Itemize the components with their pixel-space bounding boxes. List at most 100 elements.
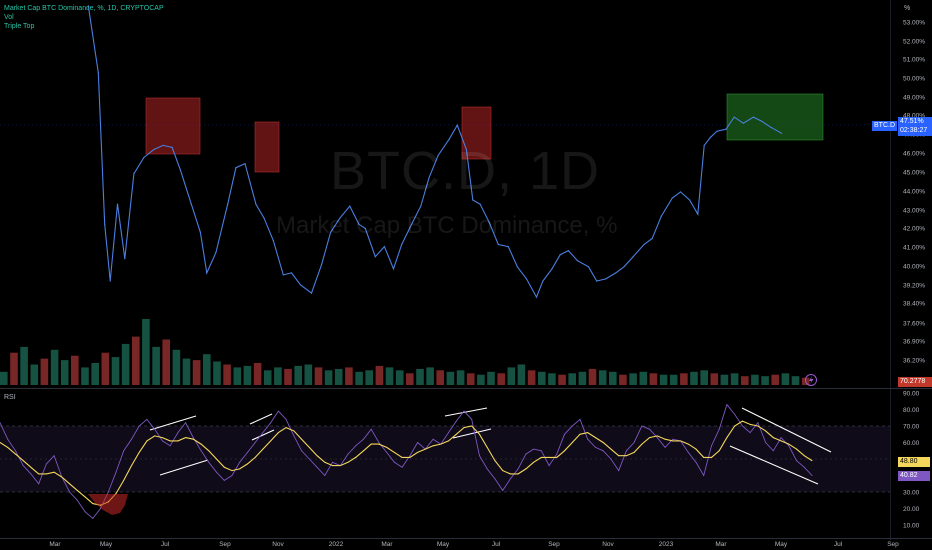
volume-bar bbox=[10, 352, 18, 385]
rsi-ma-point bbox=[347, 461, 349, 463]
volume-bar bbox=[680, 373, 688, 385]
rsi-ma-point bbox=[649, 437, 651, 439]
rsi-point bbox=[479, 455, 480, 457]
rsi-ma-point bbox=[239, 468, 241, 470]
symbol-title[interactable]: Market Cap BTC Dominance, %, 1D, CRYPTOC… bbox=[4, 5, 164, 12]
volume-bar bbox=[334, 368, 343, 385]
rsi-point bbox=[216, 471, 217, 473]
rsi-point bbox=[509, 478, 511, 480]
rsi-ma-point bbox=[788, 443, 790, 445]
rsi-point bbox=[471, 418, 473, 420]
rsi-point bbox=[123, 450, 125, 452]
volume-bar bbox=[720, 374, 729, 385]
price-axis[interactable]: 53.00%52.00%51.00%50.00%49.00%48.00%47.0… bbox=[903, 20, 925, 365]
volume-bar bbox=[30, 364, 39, 385]
time-tick-label: Jul bbox=[161, 541, 170, 548]
rsi-ma-point bbox=[556, 456, 558, 458]
time-axis[interactable]: Mar May Jul Sep Nov 2022 Mar May Jul Sep Nov 2023 Ma… bbox=[49, 541, 899, 548]
rsi-ma-point bbox=[223, 466, 225, 468]
rsi-point bbox=[540, 450, 542, 452]
rsi-ma-point bbox=[45, 473, 47, 475]
volume-bar bbox=[233, 367, 242, 385]
rsi-point bbox=[494, 478, 496, 480]
volume-bar bbox=[477, 374, 485, 385]
price-point bbox=[559, 254, 561, 256]
price-tick-label: 48.00% bbox=[903, 113, 925, 120]
axis-separator bbox=[890, 0, 891, 540]
rsi-trendline-3b[interactable] bbox=[452, 428, 492, 439]
rsi-ma-point bbox=[440, 443, 442, 445]
pane-separator[interactable] bbox=[0, 388, 932, 389]
rsi-point bbox=[254, 442, 256, 443]
price-point bbox=[615, 272, 617, 274]
consolidation-box[interactable] bbox=[726, 93, 824, 141]
rsi-ma-point bbox=[146, 440, 148, 442]
rsi-point bbox=[796, 460, 797, 462]
rsi-ma-point bbox=[479, 433, 480, 435]
time-tick-label: May bbox=[100, 541, 113, 548]
rsi-ma-point bbox=[131, 465, 132, 467]
price-point bbox=[488, 221, 490, 223]
volume-bar bbox=[629, 373, 637, 385]
rsi-ma-point bbox=[401, 456, 403, 458]
rsi-value-tag: 40.82 bbox=[898, 471, 930, 481]
price-tick-label: 45.00% bbox=[903, 170, 925, 177]
price-point bbox=[364, 227, 366, 229]
triple-top-box-1[interactable] bbox=[145, 97, 201, 155]
price-point bbox=[643, 243, 645, 246]
rsi-point bbox=[301, 450, 303, 452]
rsi-ma-point bbox=[595, 437, 596, 439]
rsi-trendline-2b[interactable] bbox=[251, 429, 275, 441]
volume-bar bbox=[81, 367, 89, 385]
rsi-ma-point bbox=[633, 451, 635, 453]
rsi-ma-point bbox=[138, 451, 140, 453]
price-tick-label: 36.20% bbox=[903, 358, 925, 365]
rsi-ma-point bbox=[332, 465, 333, 467]
rsi-trendline-3a[interactable] bbox=[444, 407, 488, 417]
rsi-ma-point bbox=[618, 455, 620, 457]
rsi-trendline-4b[interactable] bbox=[729, 445, 819, 485]
rsi-ma-point bbox=[316, 455, 318, 457]
rsi-trendline-1a[interactable] bbox=[149, 415, 197, 431]
rsi-ma-point bbox=[38, 473, 40, 475]
volume-bar bbox=[538, 371, 546, 385]
rsi-label[interactable]: RSI bbox=[4, 394, 16, 401]
rsi-point bbox=[347, 453, 349, 455]
rsi-ma-point bbox=[247, 463, 248, 465]
price-point bbox=[153, 148, 155, 151]
rsi-point bbox=[270, 422, 272, 424]
rsi-point bbox=[239, 461, 241, 463]
indicator-triple-top-label[interactable]: Triple Top bbox=[4, 23, 35, 30]
rsi-trendline-2a[interactable] bbox=[249, 413, 273, 425]
axis-unit-label[interactable]: % bbox=[904, 5, 911, 12]
rsi-point bbox=[107, 491, 109, 493]
price-point bbox=[651, 237, 653, 240]
volume-bar bbox=[91, 363, 99, 385]
price-point bbox=[733, 116, 735, 118]
price-tick-label: 44.00% bbox=[903, 189, 925, 196]
price-point bbox=[689, 199, 691, 201]
rsi-trendline-1b[interactable] bbox=[159, 459, 209, 476]
rsi-ma-point bbox=[448, 440, 449, 442]
price-point bbox=[525, 278, 528, 280]
rsi-trendline-4a[interactable] bbox=[741, 407, 832, 453]
rsi-point bbox=[0, 422, 1, 424]
rsi-point bbox=[533, 448, 535, 450]
rsi-ma-point bbox=[734, 425, 736, 427]
price-point bbox=[339, 217, 341, 219]
rsi-point bbox=[131, 438, 132, 440]
rsi-ma-point bbox=[726, 437, 728, 439]
volume-bar bbox=[781, 373, 790, 385]
triple-top-box-2[interactable] bbox=[254, 121, 280, 173]
rsi-ma-point bbox=[625, 455, 627, 457]
last-value-tag: 47.51% bbox=[898, 117, 932, 127]
volume-bar bbox=[669, 374, 678, 385]
time-tick-label: Mar bbox=[49, 541, 61, 548]
lightning-icon[interactable] bbox=[805, 374, 817, 386]
time-tick-label: Sep bbox=[219, 541, 231, 548]
rsi-ma-point bbox=[61, 476, 63, 478]
indicator-vol-label[interactable]: Vol bbox=[4, 14, 14, 21]
rsi-point bbox=[161, 440, 163, 442]
price-point bbox=[358, 223, 360, 225]
